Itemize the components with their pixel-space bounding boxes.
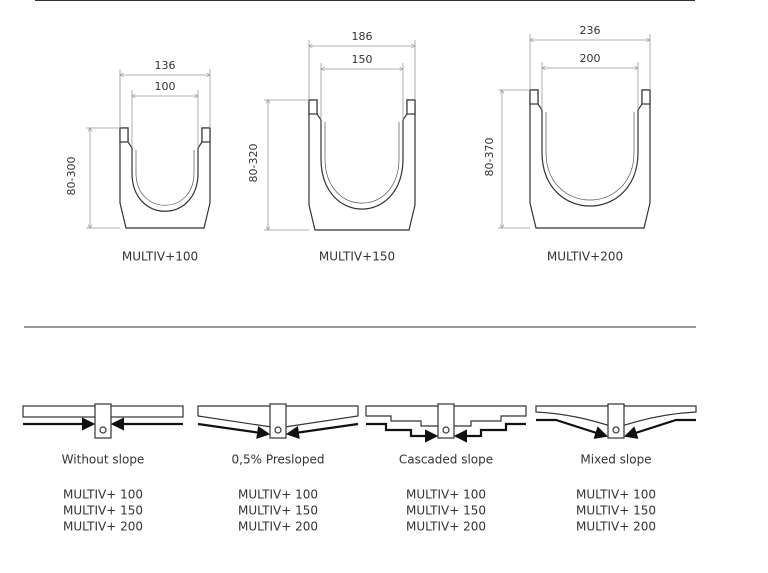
slope-title: Without slope <box>62 453 145 467</box>
channel: 186 150 80-320 MULTIV+150 <box>247 30 416 264</box>
inner-width: 150 <box>352 53 373 66</box>
channel-inner <box>135 150 195 206</box>
channel-body <box>529 89 651 229</box>
model: MULTIV+ 100 <box>406 488 486 502</box>
arrow <box>285 422 359 439</box>
inner-width: 200 <box>580 52 601 65</box>
model: MULTIV+ 100 <box>238 488 318 502</box>
channel-inner <box>545 112 635 201</box>
model: MULTIV+ 150 <box>63 504 143 518</box>
outlet <box>607 403 625 439</box>
arrow <box>366 422 439 443</box>
channel-body <box>308 99 416 231</box>
height-range: 80-370 <box>483 138 496 177</box>
slope: 0,5% Presloped MULTIV+ 100 MULTIV+ 150 MULT… <box>197 403 359 534</box>
channel-flange <box>201 127 211 143</box>
outer-width: 136 <box>155 59 176 72</box>
dim-ext <box>86 127 120 229</box>
arrow <box>623 418 696 439</box>
model: MULTIV+ 150 <box>406 504 486 518</box>
channel-sections: 136 100 80-300 MULTIV+100 186 150 80-320 MULTIV… <box>65 24 651 264</box>
channel-body <box>119 127 211 229</box>
channel-flange <box>308 99 318 115</box>
outlet-hole <box>442 426 450 434</box>
model: MULTIV+ 200 <box>63 520 143 534</box>
model: MULTIV+ 150 <box>576 504 656 518</box>
channel-flange <box>641 89 651 105</box>
model: MULTIV+ 100 <box>576 488 656 502</box>
slope-types: Without slope MULTIV+ 100 MULTIV+ 150 MULTI… <box>22 403 697 534</box>
slope: Without slope MULTIV+ 100 MULTIV+ 150 MULTI… <box>22 403 184 534</box>
arrow <box>197 422 271 439</box>
model: MULTIV+ 100 <box>63 488 143 502</box>
slope-title: Mixed slope <box>580 453 651 467</box>
channel: 236 200 80-370 MULTIV+200 <box>483 24 651 264</box>
dim-ext <box>264 99 309 231</box>
height-range: 80-300 <box>65 157 78 196</box>
model: MULTIV+ 200 <box>406 520 486 534</box>
outlet <box>437 403 455 439</box>
channel-name: MULTIV+150 <box>319 250 395 264</box>
dim-ext <box>529 34 651 110</box>
slope: Mixed slope MULTIV+ 100 MULTIV+ 150 MULTIV+… <box>535 403 697 534</box>
channel-flange <box>529 89 539 105</box>
arrow <box>453 422 526 443</box>
channel-flange <box>119 127 129 143</box>
outer-width: 186 <box>352 30 373 43</box>
arrow <box>536 418 609 439</box>
model: MULTIV+ 150 <box>238 504 318 518</box>
channel: 136 100 80-300 MULTIV+100 <box>65 59 211 264</box>
slope-title: 0,5% Presloped <box>232 453 325 467</box>
outlet <box>269 403 287 439</box>
outlet-hole <box>274 426 282 434</box>
outlet <box>94 403 112 439</box>
outlet-hole <box>99 426 107 434</box>
outlet-hole <box>612 426 620 434</box>
inner-width: 100 <box>155 80 176 93</box>
model: MULTIV+ 200 <box>238 520 318 534</box>
slope: Cascaded slope MULTIV+ 100 MULTIV+ 150 MULT… <box>365 403 527 534</box>
channel-inner <box>324 122 400 204</box>
slope-title: Cascaded slope <box>399 453 493 467</box>
outer-width: 236 <box>580 24 601 37</box>
channel-name: MULTIV+100 <box>122 250 198 264</box>
model: MULTIV+ 200 <box>576 520 656 534</box>
height-range: 80-320 <box>247 144 260 183</box>
dim-ext <box>308 40 416 120</box>
dim-ext <box>119 69 211 148</box>
channel-name: MULTIV+200 <box>547 250 623 264</box>
dim-ext <box>498 89 530 229</box>
channel-flange <box>406 99 416 115</box>
